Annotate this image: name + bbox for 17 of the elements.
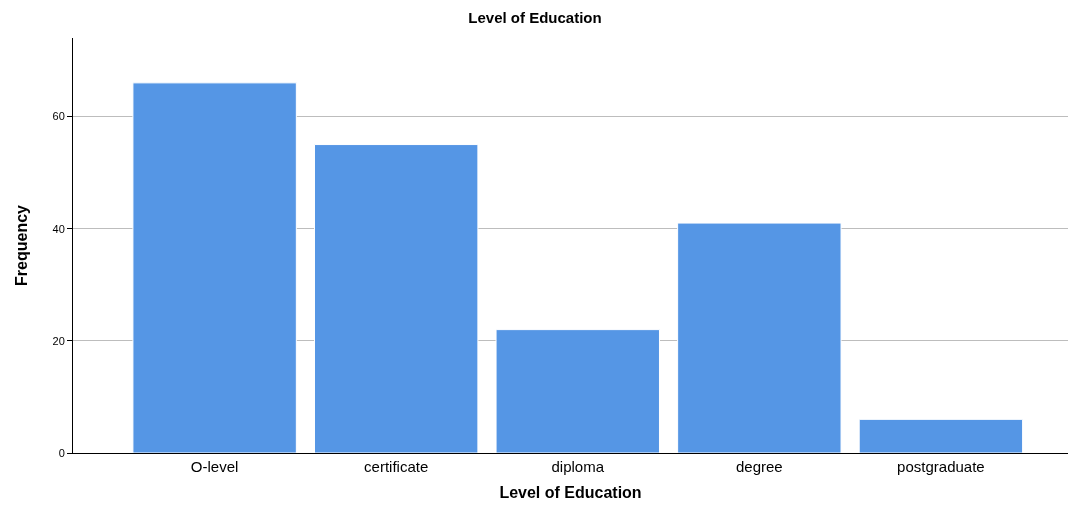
bar (132, 82, 297, 453)
x-tick-label: degree (735, 458, 783, 475)
y-tick-label: 0 (58, 446, 65, 459)
bar (858, 418, 1024, 453)
y-tick-label: 40 (52, 222, 65, 235)
x-tick-label: certificate (364, 458, 429, 475)
x-tick-label: postgraduate (897, 458, 985, 475)
chart-title: Level of Education (468, 9, 602, 27)
y-tick-label: 60 (52, 110, 65, 123)
x-tick-label: diploma (551, 458, 605, 475)
bar (495, 329, 660, 453)
bar (677, 222, 842, 453)
x-axis-title: Level of Education (499, 483, 642, 501)
y-tick-label: 20 (52, 334, 65, 347)
x-tick-label: O-level (190, 458, 239, 475)
bar (313, 144, 479, 453)
y-axis-title: Frequency (13, 204, 31, 286)
